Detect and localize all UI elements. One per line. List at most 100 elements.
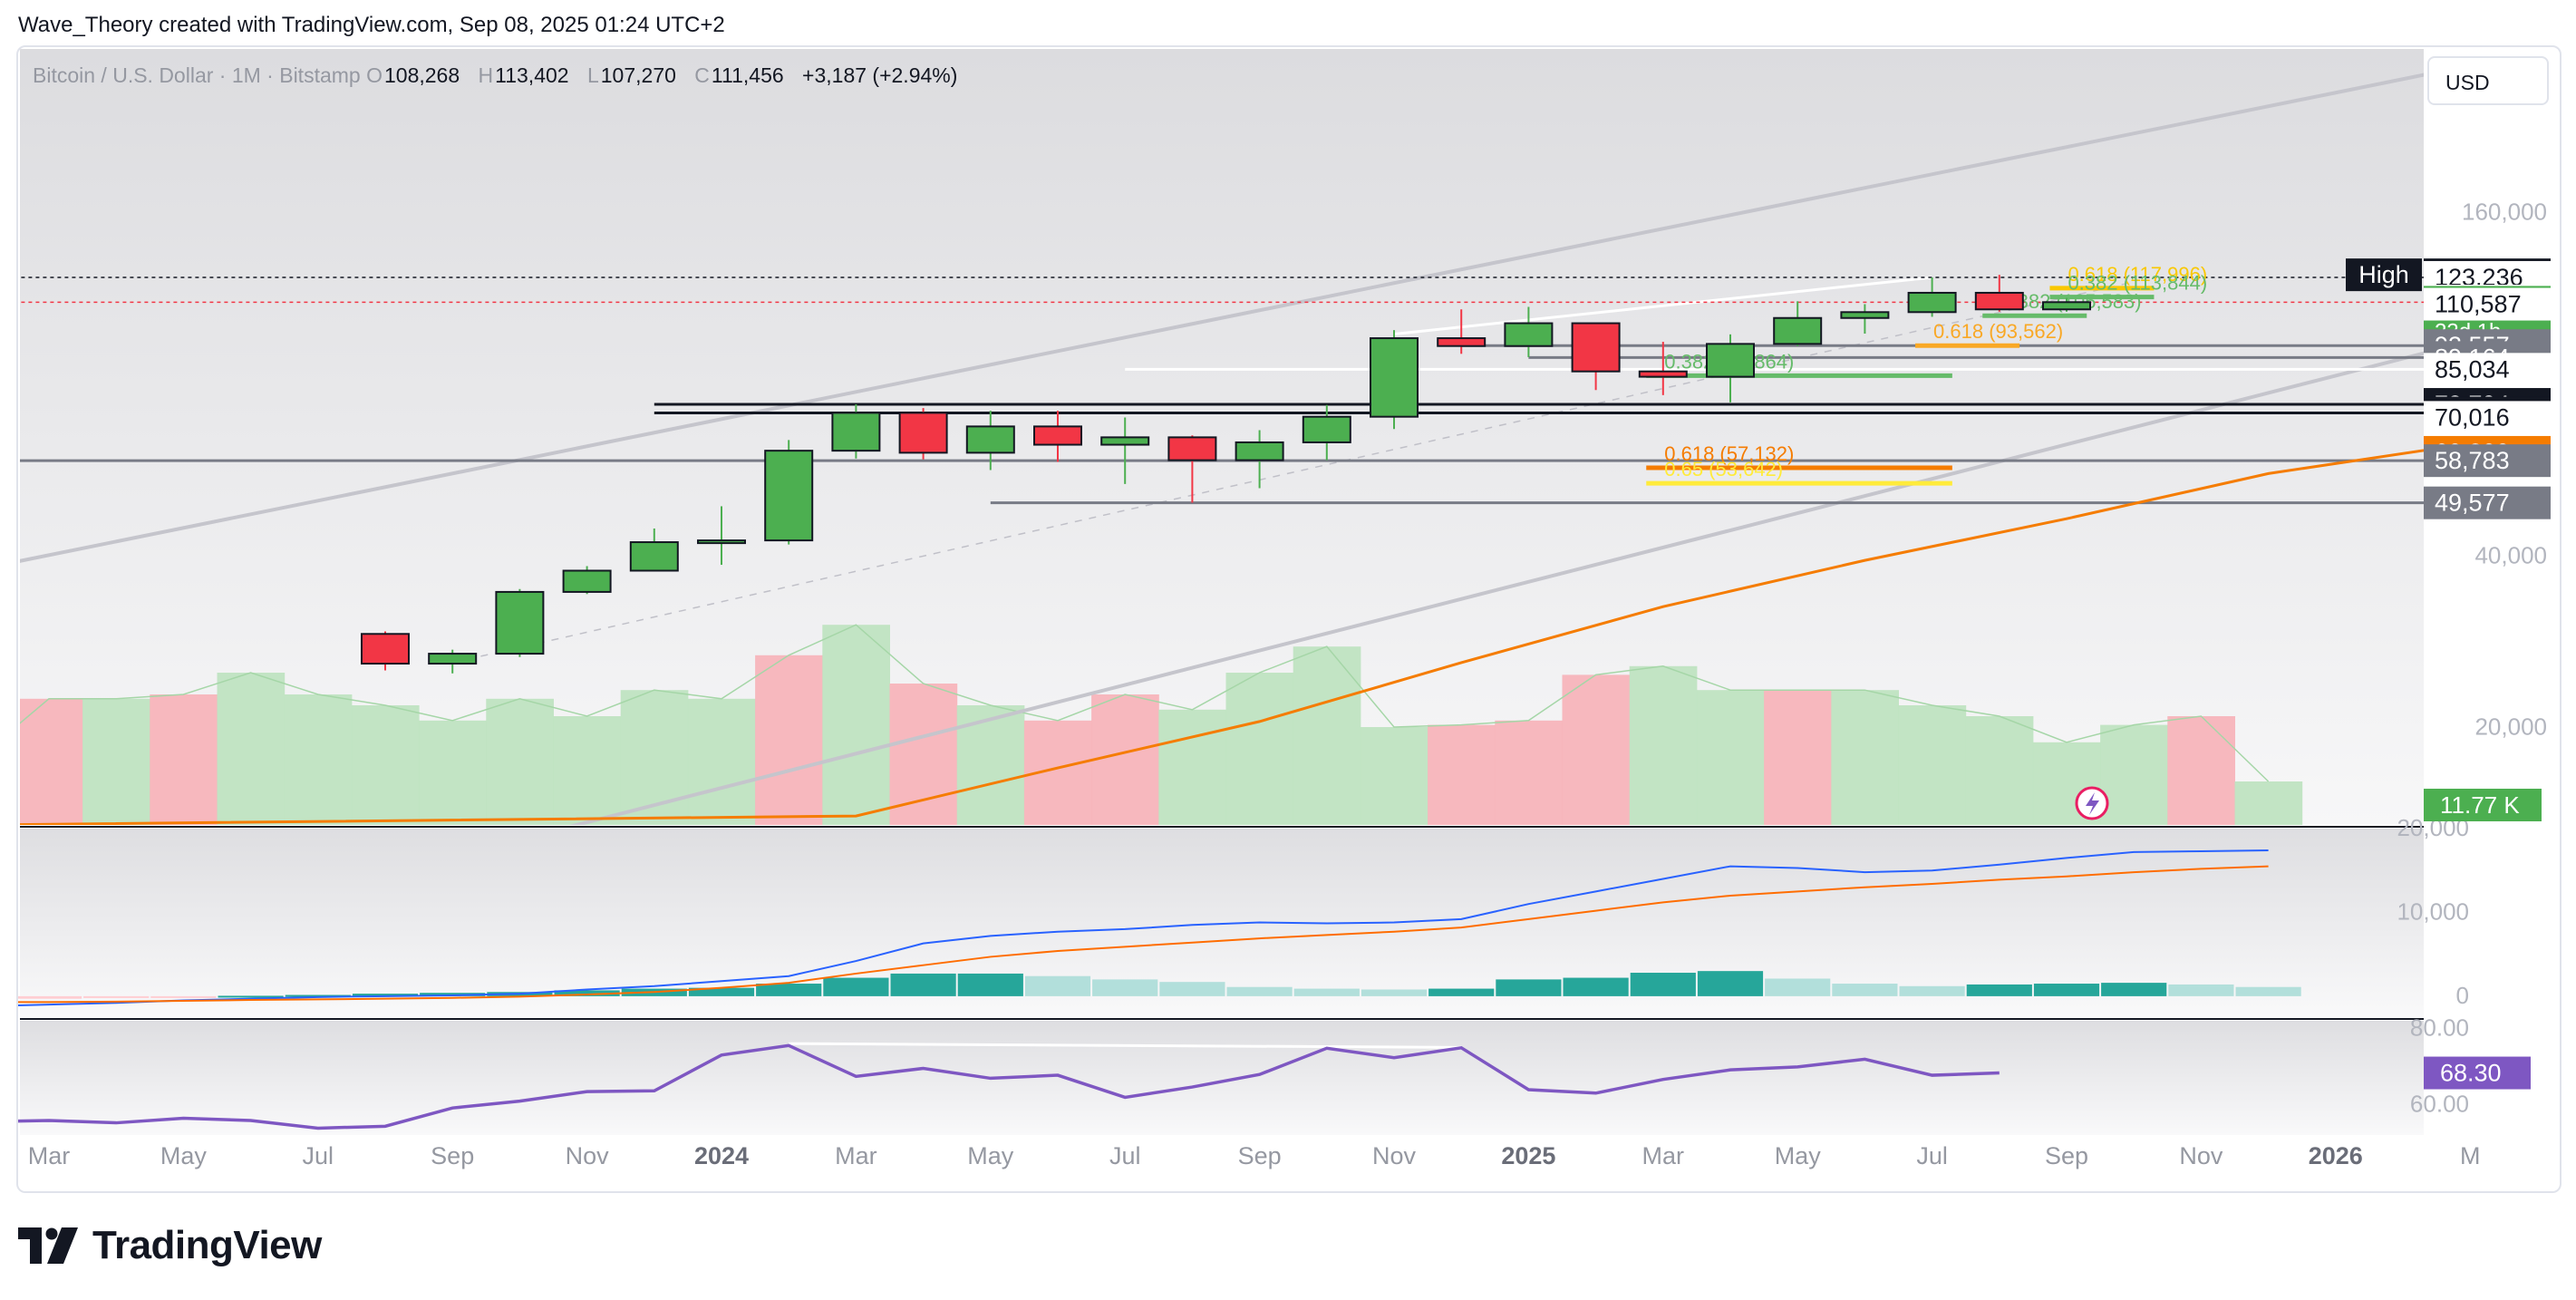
rsi-axis-tick: 60.00 — [2410, 1090, 2469, 1117]
candle-up — [697, 506, 746, 566]
macd-axis-tick: 0 — [2456, 982, 2469, 1009]
candle-body — [697, 539, 746, 545]
time-axis-label: Mar — [28, 1142, 71, 1169]
volume-bar-up — [1225, 673, 1294, 825]
candle-body — [965, 425, 1015, 454]
time-axis-label: Nov — [2179, 1142, 2223, 1169]
price-level-value: 85,034 — [2435, 355, 2510, 383]
high-tag-bg — [2346, 258, 2422, 292]
macd-histogram-bar — [2235, 986, 2301, 996]
high-value: 113,402 — [495, 63, 569, 87]
fib-level-label: 0.65 (53,642) — [1664, 458, 1783, 480]
macd-histogram-bar — [18, 995, 82, 999]
chart-credit: Wave_Theory created with TradingView.com… — [18, 13, 725, 37]
low-key: L — [586, 63, 599, 87]
time-axis-label: 2025 — [1501, 1142, 1555, 1169]
candle-body — [1504, 322, 1554, 347]
time-axis-label: Sep — [431, 1142, 474, 1169]
candle-down — [361, 631, 410, 671]
macd-histogram-bar — [890, 973, 956, 996]
low-value: 107,270 — [600, 63, 676, 87]
tradingview-logo[interactable]: TradingView — [18, 1220, 322, 1271]
time-axis-label: 2024 — [694, 1142, 749, 1169]
price-axis-tick: 40,000 — [2474, 541, 2547, 568]
macd-histogram-bar — [1832, 984, 1898, 996]
volume-bar-up — [284, 694, 353, 825]
candle-body — [495, 590, 545, 655]
macd-histogram-bar — [1428, 988, 1495, 996]
candle-up — [1504, 306, 1554, 357]
rsi-divergence-line — [789, 1042, 1462, 1049]
candle-body — [1235, 441, 1284, 461]
macd-histogram-bar — [1293, 988, 1360, 996]
currency-button[interactable]: USD — [2427, 56, 2549, 105]
candle-up — [1100, 417, 1150, 484]
price-level-value: 49,577 — [2435, 490, 2510, 517]
rsi-label-bg — [2424, 1056, 2531, 1090]
candle-body — [2042, 301, 2091, 311]
candle-down — [1638, 342, 1688, 395]
high-key: H — [478, 63, 494, 87]
time-axis-label: Sep — [1238, 1142, 1282, 1169]
macd-pane — [18, 849, 2301, 1006]
volume-bar-up — [2100, 724, 2168, 825]
ema-line — [20, 449, 2424, 825]
chart-frame[interactable]: 0.618 (117,996) 0.382 (113,844) 0.382 (105… — [16, 45, 2561, 1193]
fib-level-label: 0.618 (57,132) — [1664, 442, 1794, 465]
candle-up — [1706, 334, 1755, 403]
volume-bar-up — [1898, 705, 1967, 825]
macd-histogram-bar — [2168, 984, 2234, 996]
macd-histogram-bar — [150, 995, 217, 998]
time-axis-label: Sep — [2045, 1142, 2088, 1169]
tradingview-logo-icon — [18, 1227, 78, 1264]
candle-down — [898, 408, 948, 460]
candle-body — [1033, 425, 1082, 446]
alert-flash-icon — [2075, 786, 2109, 820]
macd-axis-tick: 10,000 — [2397, 897, 2469, 925]
candle-body — [1302, 415, 1351, 443]
fib-level-label: 0.382 (113,844) — [2068, 272, 2207, 295]
volume-bar-up — [351, 705, 420, 825]
macd-histogram-bar — [756, 984, 822, 996]
candle-body — [1773, 316, 1823, 345]
macd-histogram-bar — [352, 994, 419, 996]
volume-bar-down — [755, 655, 823, 825]
price-level-bg — [2424, 353, 2551, 386]
volume-bar-down — [1428, 724, 1496, 825]
volume-bar-up — [1360, 727, 1428, 825]
price-level-label: 85,034 — [2424, 353, 2551, 386]
volume-bar-up — [2234, 781, 2303, 825]
fib-level-label: 0.618 (117,996) — [2068, 263, 2207, 286]
volume-bar-up — [956, 705, 1025, 825]
volume-bar-up — [620, 690, 689, 825]
macd-histogram-bar — [2101, 983, 2167, 996]
candle-body — [361, 633, 410, 665]
macd-histogram-bar — [1899, 985, 1965, 996]
candle-body — [1638, 370, 1688, 378]
price-pane-background — [20, 49, 2424, 825]
price-level-label: 110,587 — [2424, 287, 2551, 321]
open-key: O — [366, 63, 383, 87]
time-axis-label: Jul — [1109, 1142, 1141, 1169]
price-level-bg — [2424, 486, 2551, 519]
macd-line — [18, 849, 2269, 1006]
signal-line — [18, 865, 2269, 1004]
candle-body — [1907, 291, 1957, 314]
candle-body — [898, 412, 948, 454]
rsi-pane-background — [20, 1021, 2424, 1135]
chart-canvas[interactable]: 0.618 (117,996)0.382 (113,844)0.382 (105… — [18, 47, 2560, 1191]
macd-histogram-bar — [285, 994, 351, 997]
price-axis-tick: 160,000 — [2462, 199, 2547, 226]
fib-level-label: 0.618 (93,562) — [1933, 320, 2063, 343]
macd-histogram-bar — [1361, 989, 1428, 996]
candle-up — [495, 588, 545, 657]
tradingview-wordmark: TradingView — [92, 1223, 322, 1267]
candle-up — [1907, 277, 1957, 317]
candle-up — [2042, 297, 2091, 312]
candle-up — [629, 528, 679, 572]
candle-body — [1974, 291, 2024, 311]
candle-up — [1370, 330, 1419, 430]
macd-histogram-bar — [218, 995, 284, 998]
symbol-legend: Bitcoin / U.S. Dollar · 1M · Bitstamp O1… — [33, 63, 957, 88]
macd-histogram-bar — [688, 987, 755, 996]
